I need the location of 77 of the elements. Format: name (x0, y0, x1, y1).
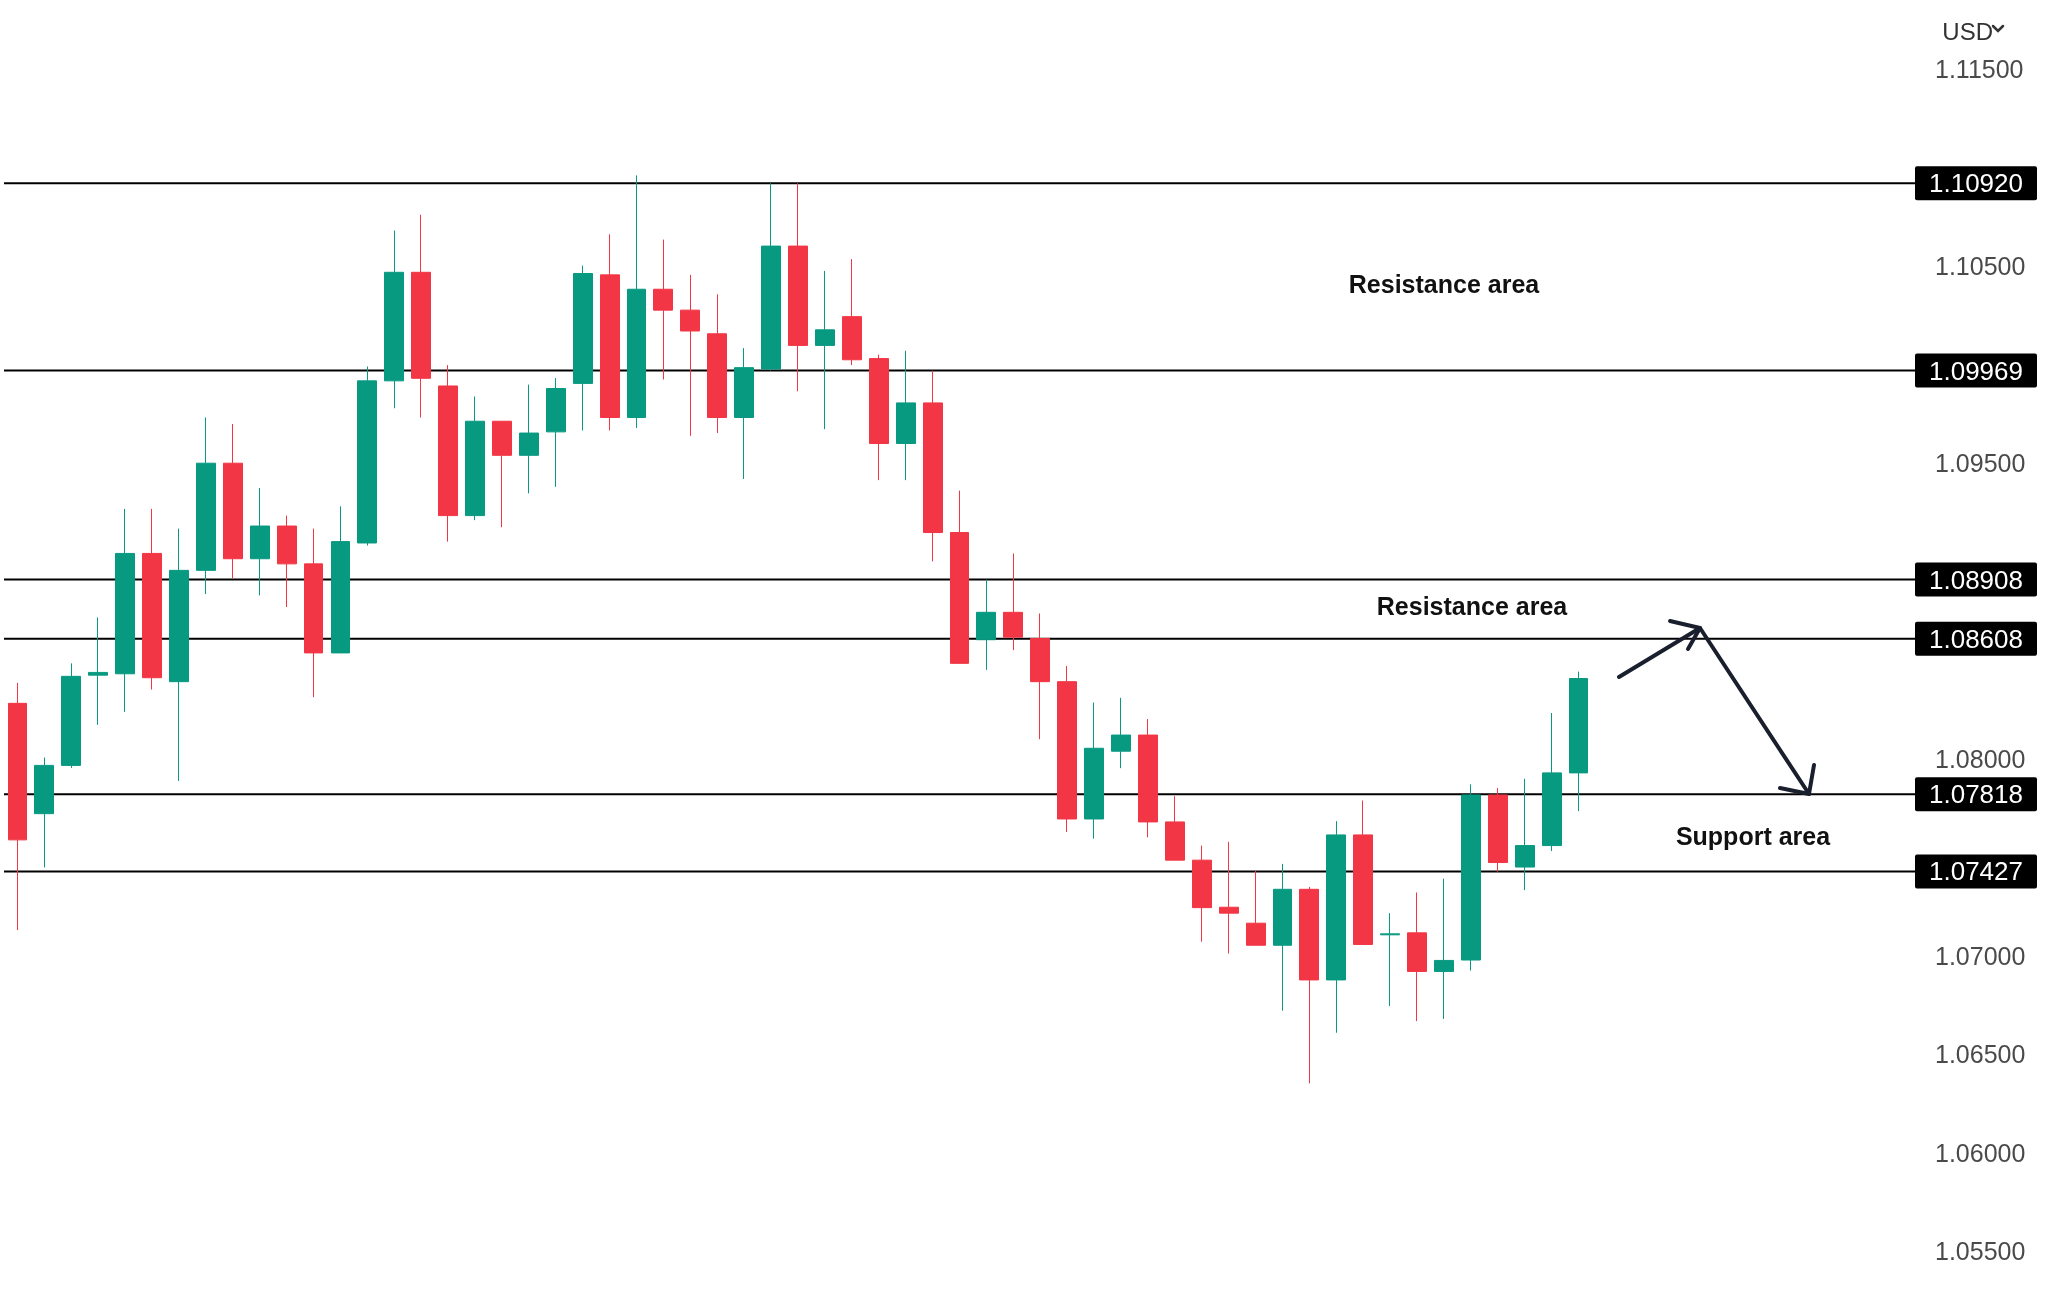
ref-line-label: 1.07427 (1929, 856, 2023, 887)
y-tick-label: 1.08000 (1935, 744, 2026, 773)
candlestick (411, 214, 431, 418)
candlestick (250, 487, 270, 596)
candlestick (1030, 613, 1050, 740)
candlestick (1084, 702, 1104, 840)
ref-line-label: 1.09969 (1929, 355, 2023, 386)
candlestick (1219, 841, 1239, 955)
y-tick-label: 1.09500 (1935, 449, 2026, 477)
candlestick (546, 377, 566, 488)
candlestick (1407, 891, 1427, 1022)
candlestick (1246, 870, 1266, 946)
candlestick (223, 423, 243, 579)
candlestick (761, 182, 781, 372)
text: USD (1942, 17, 1993, 45)
candlestick (1380, 912, 1400, 1007)
candlestick (680, 274, 700, 437)
candlestick (88, 616, 108, 726)
candlestick (707, 293, 727, 434)
candlestick (1434, 878, 1454, 1020)
candlestick (384, 230, 404, 409)
candlestick (788, 182, 808, 392)
candlestick (1515, 778, 1535, 891)
ref-line-label: 1.07818 (1929, 779, 2023, 810)
candlestick (600, 233, 620, 431)
candlestick (1192, 845, 1212, 943)
candlestick (976, 579, 996, 671)
candlestick (519, 384, 539, 494)
candlestick (1461, 783, 1481, 971)
y-tick-label: 1.06500 (1935, 1040, 2026, 1068)
candlestick (8, 682, 27, 931)
candlestick (492, 420, 512, 528)
candlestick (1488, 787, 1508, 873)
candlestick (842, 258, 862, 366)
y-tick-label: 1.11500 (1935, 55, 2024, 83)
candlestick (573, 265, 593, 431)
candlestick (734, 347, 754, 480)
candlestick (1165, 795, 1185, 861)
candlestick (923, 370, 943, 562)
candlestick (1299, 886, 1319, 1084)
candlestick (331, 505, 350, 654)
ref-line-label: 1.08908 (1929, 564, 2023, 595)
candlestick (438, 364, 458, 543)
candlestick (196, 416, 216, 595)
candlestick (465, 395, 485, 521)
candlestick (1111, 697, 1131, 769)
ref-line-label: 1.08608 (1929, 623, 2023, 654)
candlestick (950, 490, 969, 664)
y-tick-label: 1.07000 (1935, 941, 2026, 970)
candlestick (34, 757, 54, 868)
candlestick (1003, 552, 1023, 651)
candlestick (869, 354, 889, 481)
annotation: Resistance area (1348, 270, 1541, 298)
annotation: Resistance area (1376, 592, 1569, 620)
candlestick (1353, 799, 1373, 945)
annotation: Support area (1675, 822, 1832, 850)
candlestick (142, 508, 162, 691)
candlestick (1326, 820, 1346, 1034)
candlestick (277, 515, 297, 608)
candlestick (357, 365, 377, 547)
candlestick (61, 662, 81, 769)
y-tick-label: 1.06000 (1935, 1138, 2026, 1167)
candlestick (627, 174, 646, 429)
candlestick (304, 528, 323, 698)
y-tick-label: 1.10500 (1935, 252, 2026, 280)
candlestick (1542, 712, 1562, 852)
y-tick-label: 1.05500 (1935, 1237, 2026, 1265)
candlestick (653, 239, 673, 380)
candlestick (1057, 665, 1077, 833)
candlestick (1273, 863, 1292, 1012)
candlestick (115, 508, 135, 713)
candlestick (815, 270, 835, 430)
candlestick (1569, 671, 1588, 812)
ref-line-label: 1.10920 (1929, 168, 2023, 199)
candlestick (169, 528, 189, 782)
candlestick (896, 350, 916, 481)
candlestick (1138, 718, 1158, 838)
